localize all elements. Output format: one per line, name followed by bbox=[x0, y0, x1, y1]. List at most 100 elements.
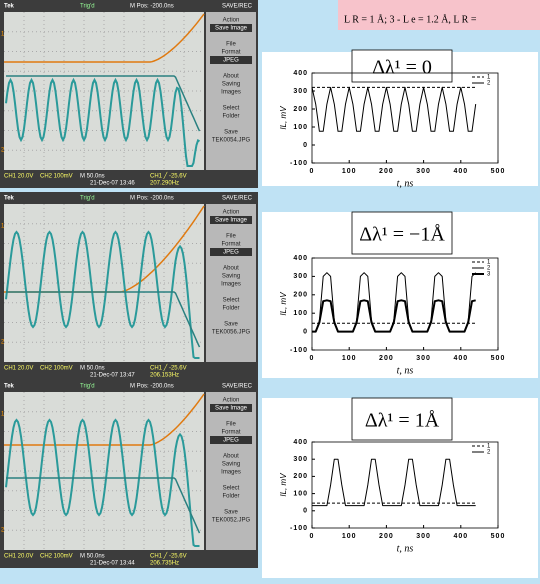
x-tick-label: 200 bbox=[379, 168, 394, 175]
scope-menu-text: Images bbox=[221, 282, 241, 288]
scope-bottom-text: M 50.0ns bbox=[80, 174, 105, 180]
y-tick-label: 100 bbox=[293, 490, 308, 497]
x-axis-label: t, ns bbox=[397, 543, 414, 554]
x-tick-label: 300 bbox=[416, 168, 431, 175]
chart-title: Δλ¹ = 1Å bbox=[365, 410, 440, 432]
x-tick-label: 500 bbox=[491, 533, 506, 540]
scope-menu-text: Save bbox=[224, 510, 238, 516]
y-tick-label: 0 bbox=[303, 142, 308, 149]
scope-menu-text: Images bbox=[221, 90, 241, 96]
y-tick-label: 400 bbox=[293, 70, 308, 77]
scope-menu-text: Save bbox=[224, 130, 238, 136]
chart-title: Δλ¹ = 0 bbox=[372, 57, 432, 79]
scope-menu-text: Action bbox=[223, 398, 240, 404]
x-tick-label: 0 bbox=[310, 533, 315, 540]
scope-menu-text: Folder bbox=[222, 494, 239, 500]
scope-menu-text: TEK0054.JPG bbox=[212, 138, 251, 144]
x-tick-label: 100 bbox=[342, 355, 357, 362]
scope-top-text: M Pos: -200.0ns bbox=[130, 384, 174, 390]
y-tick-label: 200 bbox=[293, 292, 308, 299]
x-tick-label: 300 bbox=[416, 355, 431, 362]
scope-bottom-text: 207.290Hz bbox=[150, 181, 179, 187]
scope-menu-text: Select bbox=[223, 298, 240, 304]
y-tick-label: 200 bbox=[293, 473, 308, 480]
scope-menu-text: Save bbox=[224, 322, 238, 328]
x-tick-label: 300 bbox=[416, 533, 431, 540]
y-tick-label: 0 bbox=[303, 328, 308, 335]
scope-bottom-text: 21-Dec-07 13:44 bbox=[90, 561, 135, 567]
y-tick-label: 300 bbox=[293, 88, 308, 95]
scope-bottom-text: CH1 20.0V bbox=[4, 174, 33, 180]
scope-top-text: Trig'd bbox=[80, 384, 95, 390]
scope-menu-text: About bbox=[223, 266, 239, 272]
y-axis-label: IL, mV bbox=[279, 473, 288, 497]
scope-menu-text: Folder bbox=[222, 306, 239, 312]
scope-top-text: Trig'd bbox=[80, 4, 95, 10]
scope-top-text: Tek bbox=[4, 384, 15, 390]
x-tick-label: 500 bbox=[491, 168, 506, 175]
y-tick-label: 400 bbox=[293, 255, 308, 262]
scope-bottom-text: M 50.0ns bbox=[80, 366, 105, 372]
scope-menu-text: Format bbox=[221, 242, 240, 248]
scope-menu-text: JPEG bbox=[223, 438, 239, 444]
scope-menu-text: Images bbox=[221, 470, 241, 476]
scope-bottom-text: 206.735Hz bbox=[150, 561, 179, 567]
scope-menu-text: JPEG bbox=[223, 58, 239, 64]
scope-top-text: Tek bbox=[4, 4, 15, 10]
y-tick-label: 300 bbox=[293, 273, 308, 280]
page: L R = 1 Å; 3 - L e = 1.2 Å, L R = TekTri… bbox=[0, 0, 540, 584]
scope-menu-text: File bbox=[226, 42, 236, 48]
scope-menu-text: TEK0052.JPG bbox=[212, 518, 251, 524]
y-tick-label: 200 bbox=[293, 106, 308, 113]
x-tick-label: 400 bbox=[453, 533, 468, 540]
scope-top-text: SAVE/REC bbox=[222, 196, 253, 202]
scope-bottom-text: CH2 100mV bbox=[40, 554, 73, 560]
y-tick-label: -100 bbox=[290, 347, 308, 354]
scope-menu-text: Saving bbox=[222, 462, 240, 468]
scope: TekTrig'dM Pos: -200.0nsSAVE/RECActionSa… bbox=[0, 0, 258, 188]
y-axis-label: IL, mV bbox=[279, 292, 288, 316]
scope-menu-text: Folder bbox=[222, 114, 239, 120]
scope-bottom-text: CH1 20.0V bbox=[4, 554, 33, 560]
scope-bottom-text: M 50.0ns bbox=[80, 554, 105, 560]
x-axis-label: t, ns bbox=[397, 365, 414, 376]
scope-bottom-text: CH1 ╱ -25.6V bbox=[150, 552, 187, 560]
scope-bottom-text: CH2 100mV bbox=[40, 174, 73, 180]
scope-bottom-text: CH1 20.0V bbox=[4, 366, 33, 372]
scope-bottom-text: 21-Dec-07 13:47 bbox=[90, 373, 135, 379]
y-tick-label: 100 bbox=[293, 124, 308, 131]
scope-menu-text: Format bbox=[221, 430, 240, 436]
scope-top-text: M Pos: -200.0ns bbox=[130, 196, 174, 202]
scope-menu-text: Select bbox=[223, 106, 240, 112]
x-tick-label: 100 bbox=[342, 168, 357, 175]
x-tick-label: 500 bbox=[491, 355, 506, 362]
scope-top-text: M Pos: -200.0ns bbox=[130, 4, 174, 10]
x-tick-label: 200 bbox=[379, 355, 394, 362]
scope-menu-text: About bbox=[223, 454, 239, 460]
x-tick-label: 0 bbox=[310, 355, 315, 362]
x-axis-label: t, ns bbox=[397, 178, 414, 189]
scope-menu-text: About bbox=[223, 74, 239, 80]
scope-menu-text: File bbox=[226, 234, 236, 240]
y-tick-label: -100 bbox=[290, 160, 308, 167]
y-axis-label: IL, mV bbox=[279, 106, 288, 130]
scope-bottom-text: 21-Dec-07 13:46 bbox=[90, 181, 135, 187]
scope-menu-text: Save Image bbox=[215, 406, 248, 412]
x-tick-label: 0 bbox=[310, 168, 315, 175]
scope-menu-text: Action bbox=[223, 210, 240, 216]
scope-bottom-text: CH1 ╱ -25.6V bbox=[150, 364, 187, 372]
y-tick-label: -100 bbox=[290, 525, 308, 532]
scope-menu-text: Action bbox=[223, 18, 240, 24]
scope-menu-text: TEK0056.JPG bbox=[212, 330, 251, 336]
y-tick-label: 100 bbox=[293, 310, 308, 317]
scope-bottom-text: CH1 ╱ -25.6V bbox=[150, 172, 187, 180]
x-tick-label: 400 bbox=[453, 168, 468, 175]
scope-menu-text: Saving bbox=[222, 274, 240, 280]
scope-menu-text: Select bbox=[223, 486, 240, 492]
scope-bottom-text: 206.153Hz bbox=[150, 373, 179, 379]
scope-menu-text: Save Image bbox=[215, 26, 248, 32]
scope-menu-text: Save Image bbox=[215, 218, 248, 224]
x-tick-label: 400 bbox=[453, 355, 468, 362]
scope-menu-text: File bbox=[226, 422, 236, 428]
